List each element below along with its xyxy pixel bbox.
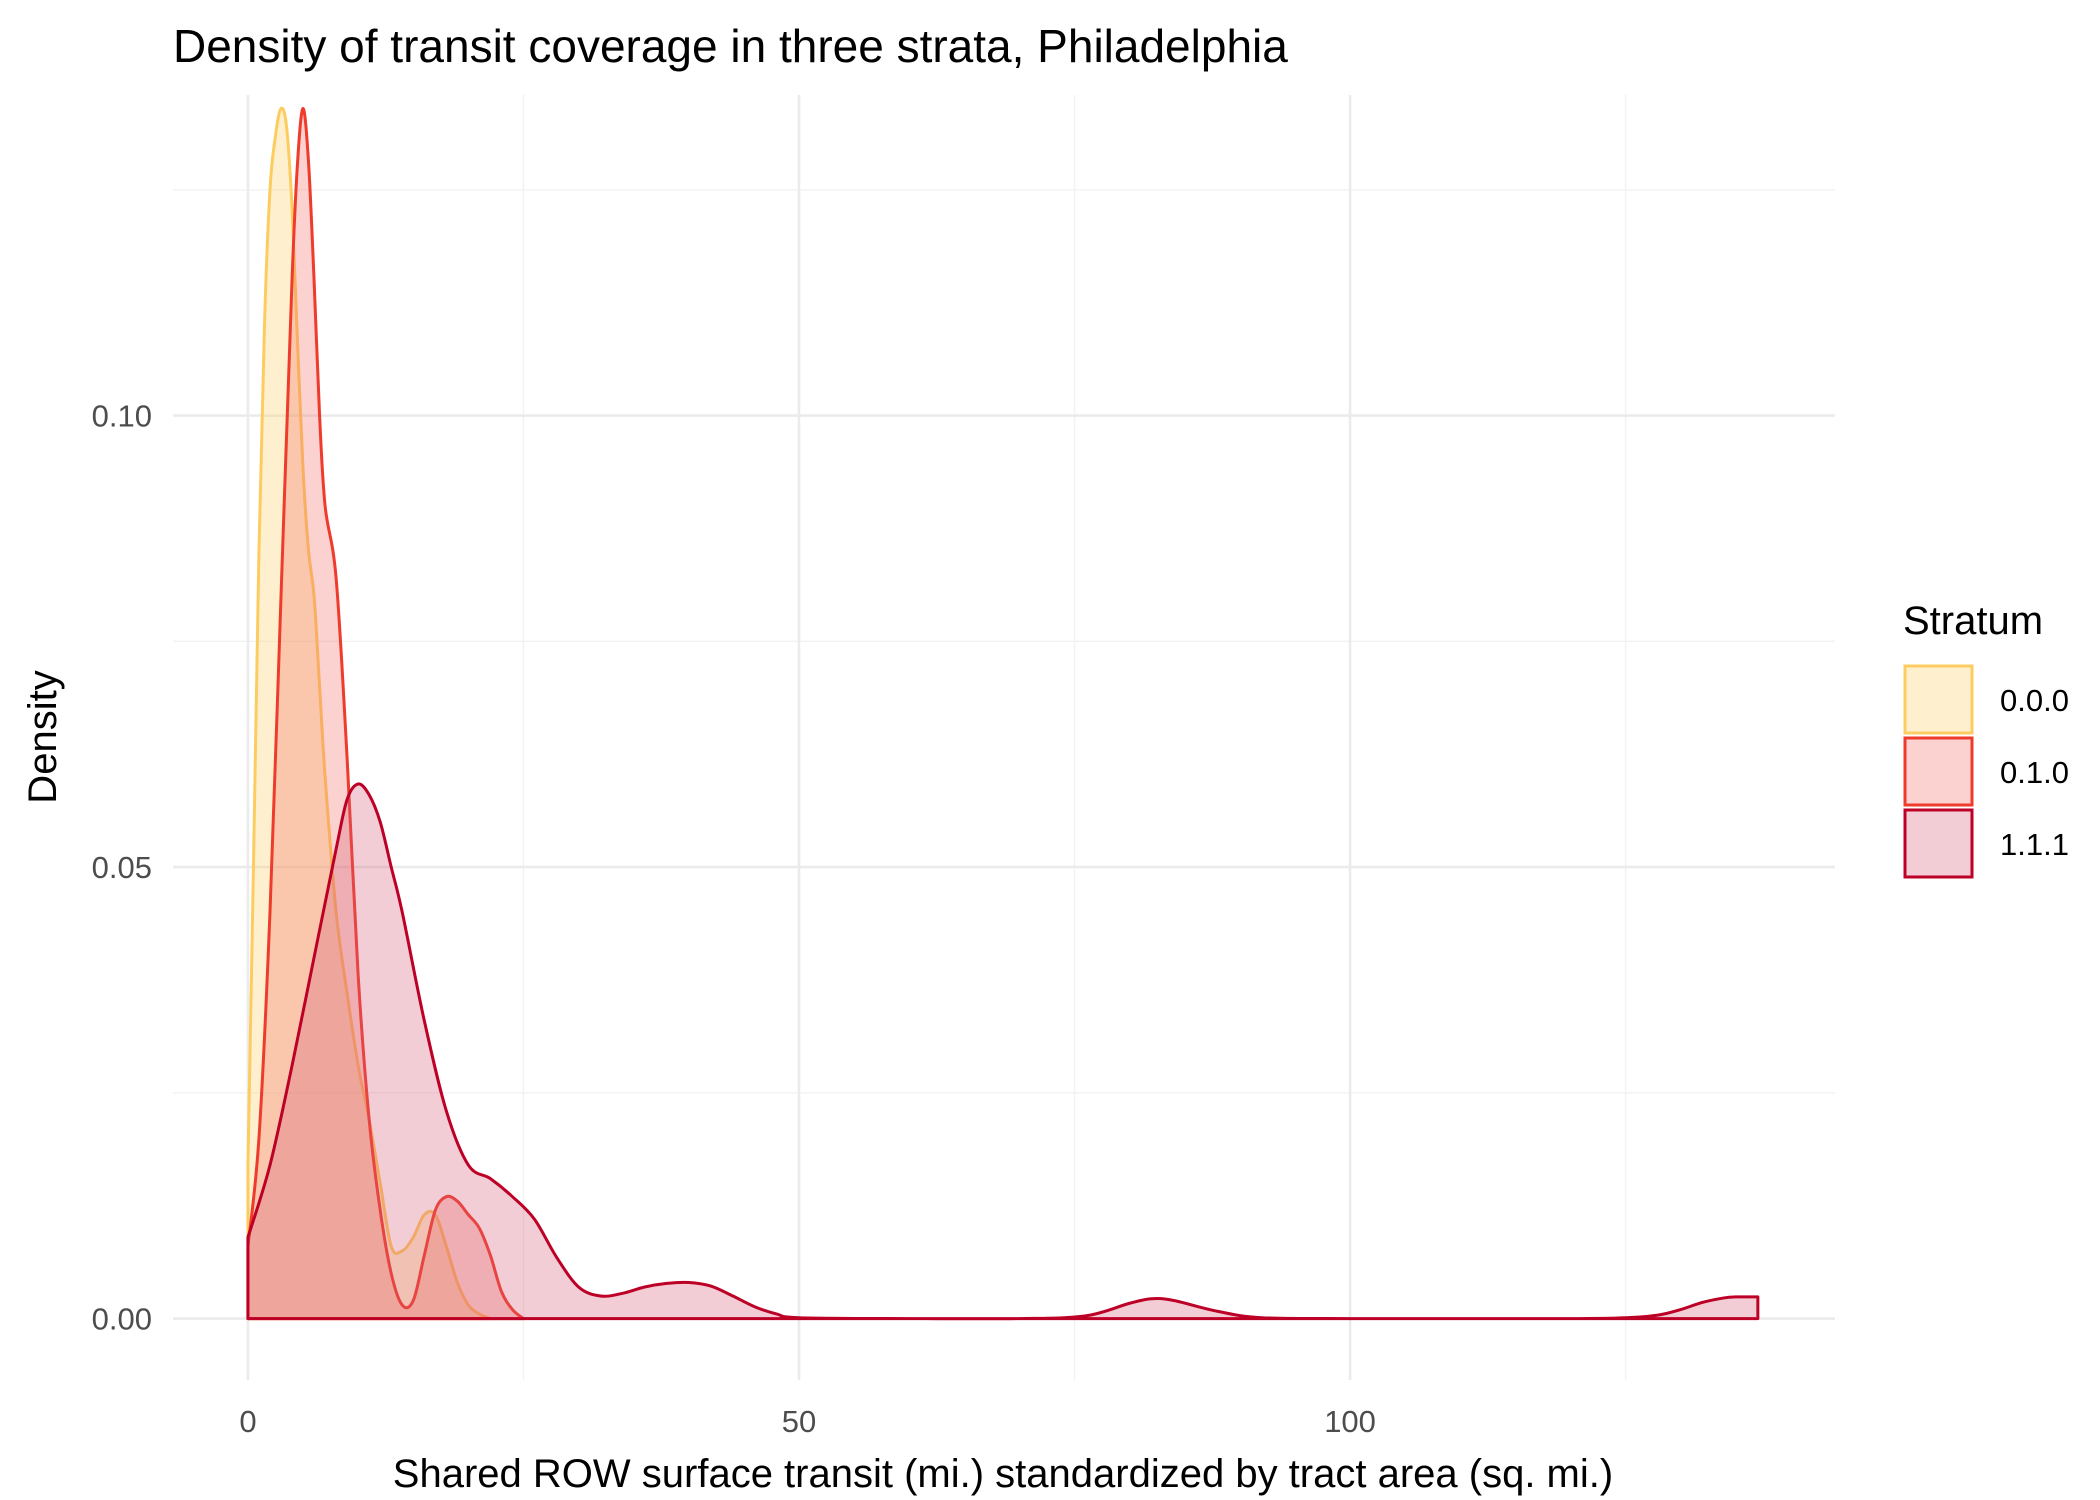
y-tick-label: 0.00 <box>92 1302 152 1337</box>
chart-title: Density of transit coverage in three str… <box>173 20 1288 72</box>
legend-key <box>1903 664 1974 735</box>
legend-label: 0.0.0 <box>2000 683 2069 718</box>
y-tick-label: 0.05 <box>92 850 152 885</box>
density-area-1-1-1 <box>246 782 1760 1321</box>
x-tick-label: 0 <box>239 1404 256 1439</box>
legend-label: 0.1.0 <box>2000 755 2069 790</box>
legend: Stratum 0.0.0 0.1.0 1.1.1 <box>1903 599 2069 879</box>
y-tick-label: 0.10 <box>92 399 152 434</box>
legend-title: Stratum <box>1903 599 2043 643</box>
x-axis-title: Shared ROW surface transit (mi.) standar… <box>393 1452 1613 1496</box>
x-tick-label: 50 <box>782 1404 816 1439</box>
legend-items: 0.0.0 0.1.0 1.1.1 <box>1903 664 2069 879</box>
density-area-0-1-0 <box>246 107 525 1321</box>
y-axis-title: Density <box>21 670 65 803</box>
density-area-0-0-0 <box>246 106 492 1321</box>
legend-key <box>1903 808 1974 879</box>
legend-key <box>1903 736 1974 807</box>
legend-item: 1.1.1 <box>1903 808 2069 879</box>
x-tick-label: 100 <box>1324 1404 1376 1439</box>
series-layer <box>246 106 1760 1321</box>
legend-item: 0.1.0 <box>1903 736 2069 807</box>
legend-item: 0.0.0 <box>1903 664 2069 735</box>
legend-label: 1.1.1 <box>2000 827 2069 862</box>
tick-layer: 0 50 100 0.00 0.05 0.10 <box>92 399 1376 1439</box>
